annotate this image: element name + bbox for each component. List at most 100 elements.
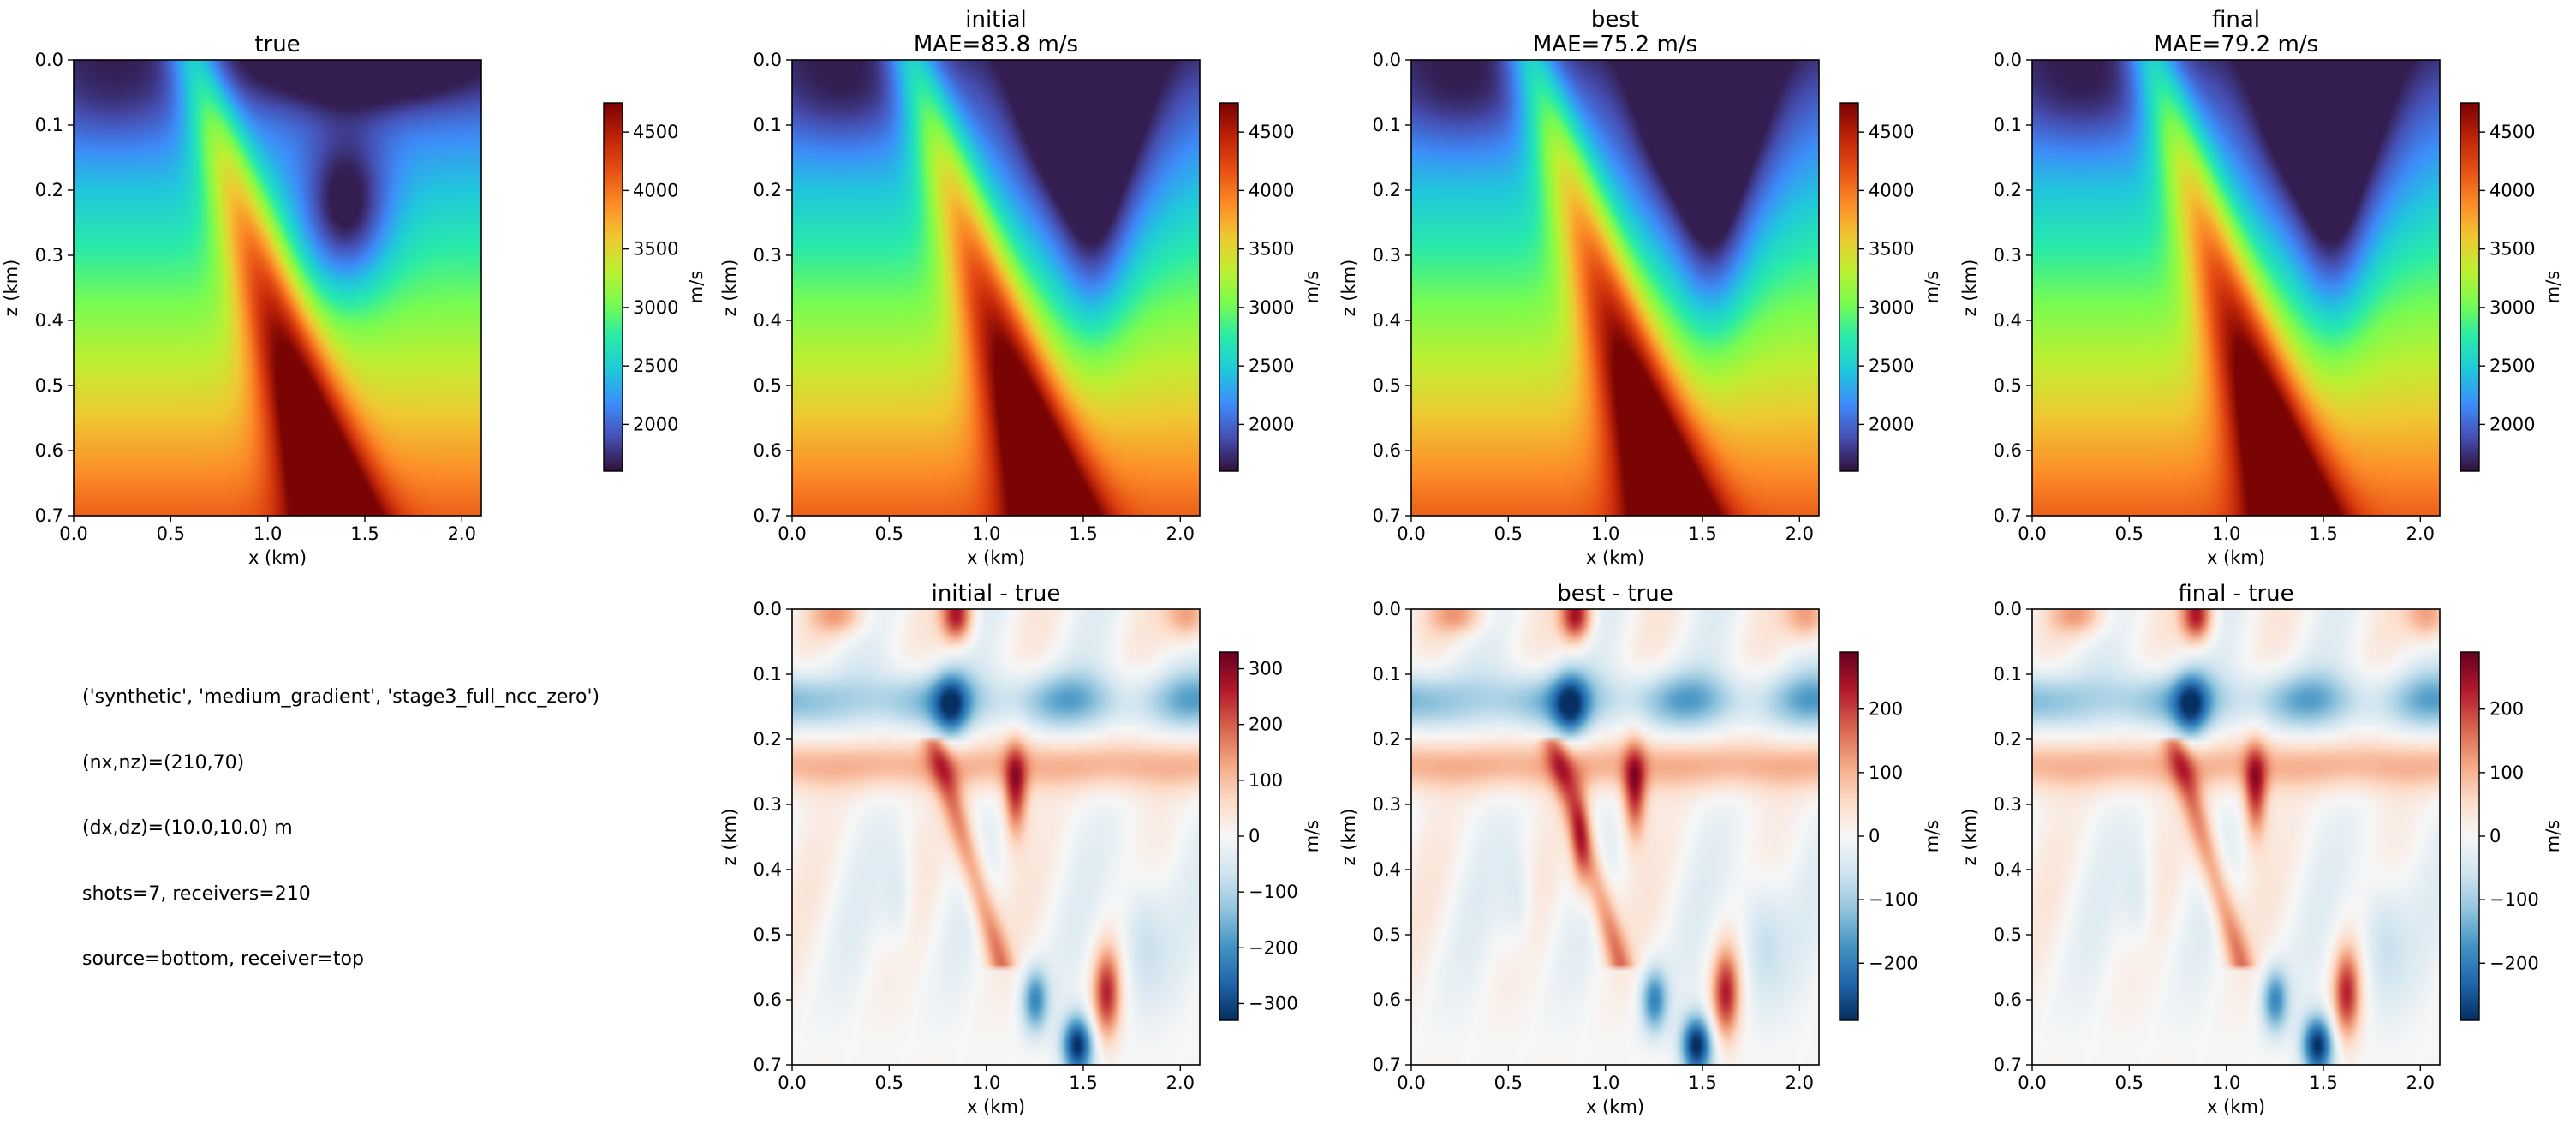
z-tick-label: 0.4 [35, 310, 63, 331]
colorbar-label: m/s [2543, 271, 2563, 303]
colorbar-tick-label: −300 [1249, 993, 1298, 1013]
z-tick-label: 0.4 [1373, 310, 1401, 331]
subplot-diff_best: best - true 0.0 0.5 1.0 1.5 2.0 x (km) 0.0 0.1 0.… [1339, 581, 1942, 1117]
colorbar-tick-label: 4000 [1249, 180, 1294, 200]
run-info-line: shots=7, receivers=210 [82, 882, 311, 905]
z-axis-label: z (km) [1339, 809, 1359, 866]
z-tick-label: 0.5 [1373, 375, 1401, 396]
z-tick-label: 0.2 [754, 729, 782, 750]
colorbar-tick-label: 200 [2490, 699, 2524, 720]
z-tick-label: 0.5 [754, 924, 782, 945]
colorbar-tick-label: 4500 [1249, 122, 1294, 142]
x-tick-label: 1.0 [1591, 523, 1619, 544]
axes-frame [1410, 608, 1820, 1066]
subplot-diff_final: final - true 0.0 0.5 1.0 1.5 2.0 x (km) 0.0 0.1 0… [1959, 581, 2563, 1117]
colorbar-tick-label: 3000 [1869, 297, 1914, 318]
x-tick-label: 0.0 [59, 523, 87, 544]
subplot-true: true 0.0 0.5 1.0 1.5 2.0 x (km) 0.0 0.1 0.2 0.3 0.4… [1, 32, 707, 568]
z-tick-label: 0.1 [1373, 664, 1401, 685]
heatmap-field-diff_initial [792, 609, 1200, 1065]
z-tick-label: 0.0 [754, 599, 782, 619]
axes-frame [1410, 59, 1820, 517]
x-axis-label: x (km) [1586, 1097, 1644, 1117]
x-tick-label: 1.5 [1688, 1073, 1716, 1093]
colorbar-tick-label: −200 [2490, 953, 2539, 973]
colorbar-tick-label: 100 [1249, 770, 1283, 791]
plot-title: best - true [1557, 581, 1673, 607]
x-tick-label: 1.0 [972, 1073, 1000, 1093]
run-info-line: source=bottom, receiver=top [82, 948, 364, 970]
z-tick-label: 0.4 [754, 859, 782, 880]
x-tick-label: 2.0 [1786, 523, 1814, 544]
colorbar-label: m/s [2543, 820, 2563, 852]
z-tick-label: 0.5 [1994, 924, 2022, 945]
run-info-line: (dx,dz)=(10.0,10.0) m [82, 817, 293, 839]
x-axis-label: x (km) [2207, 547, 2265, 568]
plot-title: best [1591, 7, 1639, 33]
z-tick-label: 0.0 [1994, 50, 2022, 70]
x-tick-label: 0.0 [778, 523, 806, 544]
x-tick-label: 1.5 [350, 523, 379, 544]
z-tick-label: 0.1 [754, 115, 782, 135]
z-tick-label: 0.2 [1994, 729, 2022, 750]
heatmap-field-best [1411, 60, 1819, 516]
plot-title: final [2212, 7, 2260, 33]
plot-title: final - true [2178, 581, 2293, 607]
z-tick-label: 0.7 [1994, 1055, 2022, 1075]
x-tick-label: 2.0 [1166, 1073, 1195, 1093]
colorbar-label: m/s [1922, 820, 1942, 852]
x-tick-label: 0.0 [1397, 523, 1425, 544]
colorbar-tick-label: 0 [1869, 826, 1880, 846]
z-tick-label: 0.3 [1373, 794, 1401, 815]
x-tick-label: 0.0 [778, 1073, 806, 1093]
z-tick-label: 0.1 [1373, 115, 1401, 135]
z-tick-label: 0.4 [754, 310, 782, 331]
z-tick-label: 0.0 [1994, 599, 2022, 619]
colorbar-tick-label: 200 [1249, 714, 1283, 735]
z-tick-label: 0.6 [754, 989, 782, 1010]
z-axis-label: z (km) [1, 260, 21, 317]
z-tick-label: 0.3 [754, 245, 782, 266]
z-tick-label: 0.1 [1994, 664, 2022, 685]
z-tick-label: 0.7 [1373, 1055, 1401, 1075]
heatmap-field-initial [792, 60, 1200, 516]
z-tick-label: 0.6 [1373, 989, 1401, 1010]
x-tick-label: 0.5 [1494, 1073, 1523, 1093]
plot-title: MAE=83.8 m/s [914, 32, 1078, 57]
run-info-line: (nx,nz)=(210,70) [82, 751, 245, 774]
colorbar-tick-label: 0 [1249, 826, 1260, 846]
colorbar-tick-label: 2500 [2490, 356, 2535, 376]
plot-title: initial [965, 7, 1027, 33]
colorbar-diff_initial [1219, 652, 1238, 1020]
x-tick-label: 1.5 [2309, 523, 2337, 544]
z-tick-label: 0.1 [35, 115, 63, 135]
colorbar-tick-label: 2500 [633, 356, 678, 376]
colorbar-tick-label: 3500 [633, 239, 678, 260]
z-tick-label: 0.2 [1994, 180, 2022, 200]
x-tick-label: 2.0 [448, 523, 476, 544]
axes-frame [791, 59, 1201, 517]
x-tick-label: 0.5 [1494, 523, 1523, 544]
z-tick-label: 0.5 [35, 375, 63, 396]
colorbar-tick-label: 3500 [1249, 239, 1294, 260]
z-tick-label: 0.0 [1373, 599, 1401, 619]
axes-frame [791, 608, 1201, 1066]
z-tick-label: 0.2 [1373, 729, 1401, 750]
colorbar-tick-label: 3000 [1249, 297, 1294, 318]
x-tick-label: 0.5 [2115, 1073, 2144, 1093]
z-tick-label: 0.5 [1994, 375, 2022, 396]
colorbar-tick-label: 4000 [1869, 180, 1914, 200]
colorbar-tick-label: −200 [1249, 937, 1298, 958]
colorbar-tick-label: −100 [2490, 889, 2539, 910]
colorbar-best [1840, 103, 1858, 471]
z-tick-label: 0.6 [1994, 440, 2022, 461]
x-tick-label: 1.5 [1069, 1073, 1097, 1093]
x-tick-label: 0.0 [2018, 1073, 2046, 1093]
plot-title: initial - true [932, 581, 1061, 607]
colorbar-label: m/s [1922, 271, 1942, 303]
z-tick-label: 0.6 [35, 440, 63, 461]
x-axis-label: x (km) [2207, 1097, 2265, 1117]
